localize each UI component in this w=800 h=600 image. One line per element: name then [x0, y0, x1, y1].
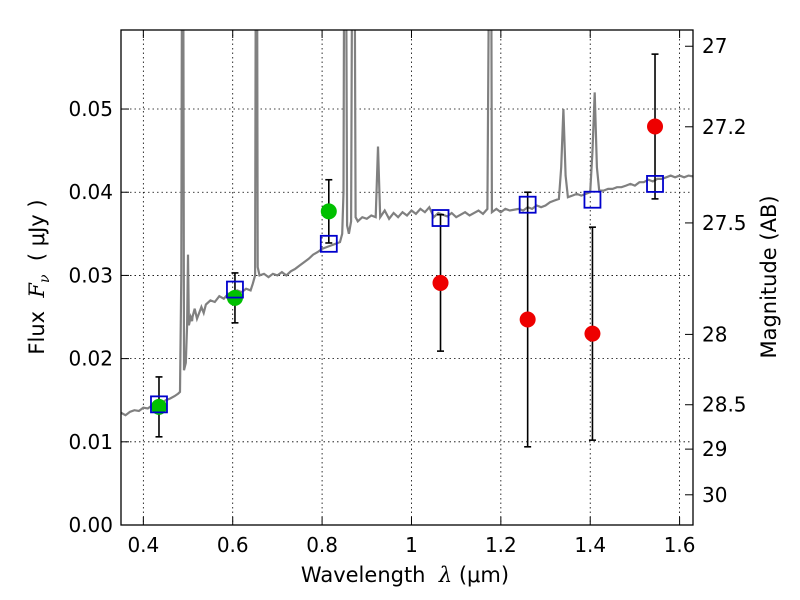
markers — [150, 53, 664, 448]
y-tick-label: 0.05 — [68, 97, 113, 121]
y-tick-label: 0.02 — [68, 347, 113, 371]
y2-axis: 27 27.2 27.5 28 28.5 29 30 — [685, 34, 747, 507]
y-tick-label: 0.01 — [68, 430, 113, 454]
x-axis-label: Wavelength λ (μm) — [301, 563, 509, 587]
upper-limit-point — [432, 274, 449, 291]
spectrum-line — [121, 30, 693, 417]
model-marker — [518, 195, 537, 214]
upper-limit-point — [519, 311, 536, 328]
x-axis: 0.4 0.6 0.8 1 1.2 1.4 1.6 — [127, 30, 696, 557]
upper-limit-point — [647, 118, 664, 135]
y-axis-label: Flux Fν ( μJy ) — [25, 199, 53, 354]
model-marker — [583, 190, 602, 209]
y2-tick-label: 27 — [702, 34, 727, 58]
model-marker — [646, 175, 664, 193]
detection-point — [320, 203, 337, 220]
plot-area — [121, 30, 693, 448]
y2-tick-label: 28 — [702, 322, 727, 346]
upper-limit-point — [584, 325, 601, 342]
y2-tick-label: 29 — [702, 437, 727, 461]
grid — [121, 30, 693, 526]
y-tick-label: 0.03 — [68, 263, 113, 287]
x-tick-label: 1.6 — [664, 533, 696, 557]
model-marker — [226, 280, 244, 299]
model-marker — [150, 395, 168, 414]
model-marker — [319, 234, 338, 253]
x-tick-label: 1.4 — [574, 533, 606, 557]
x-tick-label: 0.6 — [217, 533, 249, 557]
x-tick-label: 0.4 — [127, 533, 159, 557]
y2-tick-label: 27.5 — [702, 211, 747, 235]
plot-frame — [120, 29, 694, 526]
model-marker — [431, 209, 450, 227]
x-tick-label: 0.8 — [306, 533, 338, 557]
y-tick-label: 0.04 — [68, 180, 113, 204]
y-tick-label: 0.00 — [68, 513, 113, 537]
y2-tick-label: 28.5 — [702, 393, 747, 417]
detection-point — [150, 398, 167, 415]
y2-tick-label: 30 — [702, 483, 727, 507]
y-axis: 0.00 0.01 0.02 0.03 0.04 0.05 — [68, 97, 129, 537]
y2-tick-label: 27.2 — [702, 115, 747, 139]
y2-axis-label: Magnitude (AB) — [757, 195, 781, 358]
x-tick-label: 1.2 — [485, 533, 517, 557]
x-tick-label: 1 — [405, 533, 418, 557]
